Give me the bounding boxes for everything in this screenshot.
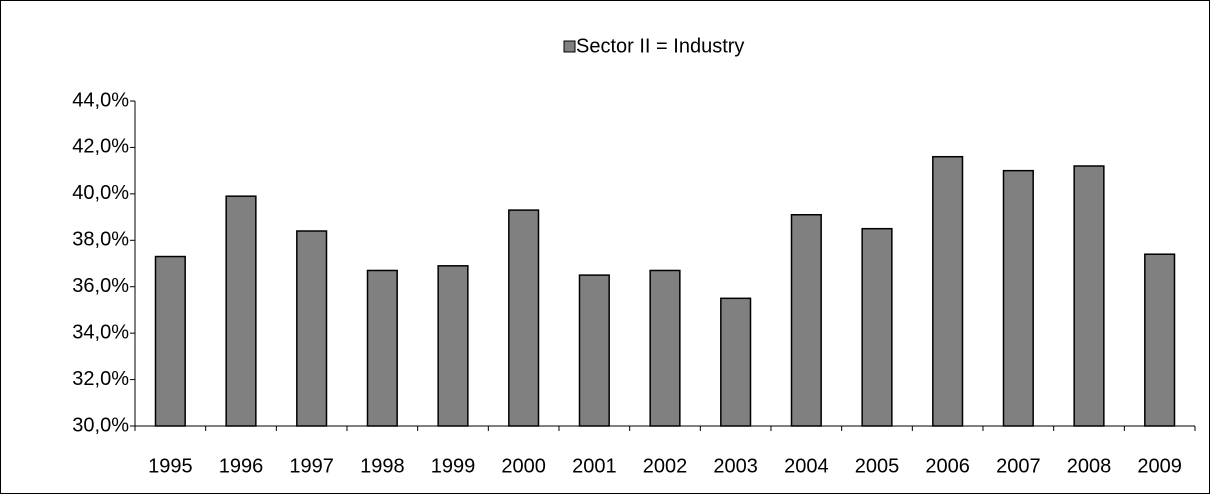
x-tick-label: 1996 [219, 455, 264, 477]
x-tick-label: 2004 [784, 455, 829, 477]
x-tick-label: 1999 [431, 455, 476, 477]
x-tick-label: 1997 [289, 455, 334, 477]
bar [649, 269, 681, 427]
y-tick-label: 40,0% [72, 182, 129, 204]
bar [720, 297, 752, 427]
x-tick-label: 2005 [855, 455, 900, 477]
x-tick-label: 2002 [643, 455, 688, 477]
x-tick-label: 2006 [925, 455, 970, 477]
bar [437, 265, 469, 427]
bar [225, 195, 257, 427]
bar [578, 274, 610, 427]
x-tick-label: 2001 [572, 455, 617, 477]
bar [1002, 169, 1034, 427]
bar [508, 209, 540, 427]
x-tick-label: 2009 [1137, 455, 1182, 477]
bar [932, 155, 964, 427]
x-tick-label: 2007 [996, 455, 1041, 477]
bar [1073, 165, 1105, 427]
y-tick-label: 42,0% [72, 136, 129, 158]
bar [790, 214, 822, 427]
legend-label: Sector II = Industry [576, 35, 744, 57]
y-tick-label: 30,0% [72, 414, 129, 436]
y-tick-label: 44,0% [72, 89, 129, 111]
bar [154, 255, 186, 427]
bar [296, 230, 328, 427]
bar [1144, 253, 1176, 427]
y-tick-label: 36,0% [72, 275, 129, 297]
x-tick-label: 1998 [360, 455, 405, 477]
x-tick-label: 2000 [501, 455, 546, 477]
y-tick-label: 38,0% [72, 229, 129, 251]
bar [861, 227, 893, 427]
x-tick-label: 1995 [148, 455, 193, 477]
bar [366, 269, 398, 427]
x-tick-label: 2008 [1067, 455, 1112, 477]
y-tick-label: 34,0% [72, 321, 129, 343]
x-tick-label: 2003 [713, 455, 758, 477]
y-tick-label: 32,0% [72, 368, 129, 390]
legend-swatch [563, 40, 576, 53]
